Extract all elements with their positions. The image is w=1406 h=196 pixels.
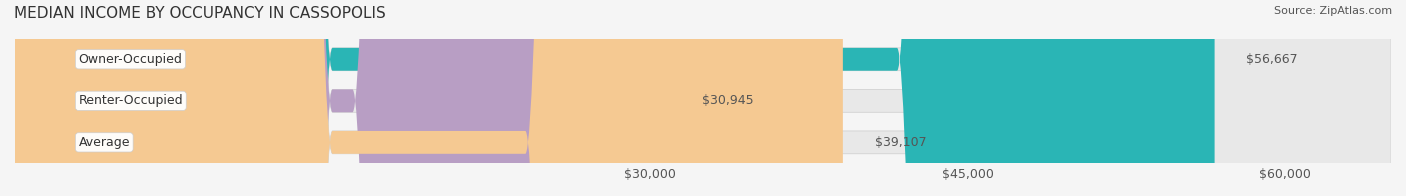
Text: Average: Average (79, 136, 129, 149)
FancyBboxPatch shape (15, 0, 842, 196)
Text: $39,107: $39,107 (875, 136, 927, 149)
FancyBboxPatch shape (15, 0, 671, 196)
Text: Owner-Occupied: Owner-Occupied (79, 53, 183, 66)
FancyBboxPatch shape (15, 0, 1391, 196)
FancyBboxPatch shape (15, 0, 1391, 196)
FancyBboxPatch shape (15, 0, 1215, 196)
Text: Source: ZipAtlas.com: Source: ZipAtlas.com (1274, 6, 1392, 16)
Text: $30,945: $30,945 (702, 94, 754, 107)
FancyBboxPatch shape (15, 0, 1391, 196)
Text: MEDIAN INCOME BY OCCUPANCY IN CASSOPOLIS: MEDIAN INCOME BY OCCUPANCY IN CASSOPOLIS (14, 6, 385, 21)
Text: Renter-Occupied: Renter-Occupied (79, 94, 183, 107)
Text: $56,667: $56,667 (1246, 53, 1298, 66)
